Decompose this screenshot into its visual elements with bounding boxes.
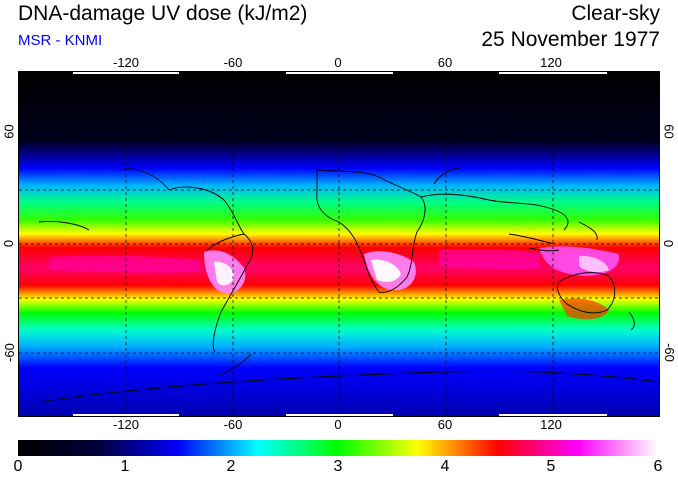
colorbar-tick: 3 xyxy=(333,458,343,475)
lon-label-bottom: 0 xyxy=(334,417,342,432)
colorbar-tick: 6 xyxy=(653,458,663,475)
lat-label-right: 0 xyxy=(661,239,677,248)
lon-label-bottom: 120 xyxy=(540,417,562,432)
map-date: 25 November 1977 xyxy=(481,28,660,51)
lat-label-right: 60 xyxy=(661,124,677,139)
map-svg xyxy=(19,72,659,416)
lon-label-top: -60 xyxy=(223,55,243,70)
graticule xyxy=(19,72,659,416)
colorbar-tick: 0 xyxy=(13,458,23,475)
uv-dose-map xyxy=(18,71,660,417)
lon-label-bottom: -120 xyxy=(112,417,140,432)
lon-label-bottom: 60 xyxy=(437,417,453,432)
frame-ticks xyxy=(73,72,607,416)
lat-label-left: -60 xyxy=(1,343,17,362)
lon-label-top: 60 xyxy=(437,55,453,70)
lon-label-top: 0 xyxy=(334,55,342,70)
lat-label-left: 0 xyxy=(1,239,17,248)
map-title: DNA-damage UV dose (kJ/m2) xyxy=(18,2,308,25)
lat-label-right: -60 xyxy=(661,343,677,362)
lon-label-top: -120 xyxy=(112,55,140,70)
lat-label-left: 60 xyxy=(1,124,17,139)
lon-label-bottom: -60 xyxy=(223,417,243,432)
colorbar-tick: 5 xyxy=(546,458,556,475)
coastlines xyxy=(38,167,659,403)
high-dose-patches xyxy=(49,246,620,320)
colorbar xyxy=(18,440,658,456)
colorbar-tick: 1 xyxy=(120,458,130,475)
sky-condition: Clear-sky xyxy=(571,2,660,25)
colorbar-tick: 4 xyxy=(440,458,450,475)
lon-label-top: 120 xyxy=(540,55,562,70)
colorbar-tick: 2 xyxy=(226,458,236,475)
map-source: MSR - KNMI xyxy=(18,32,103,49)
